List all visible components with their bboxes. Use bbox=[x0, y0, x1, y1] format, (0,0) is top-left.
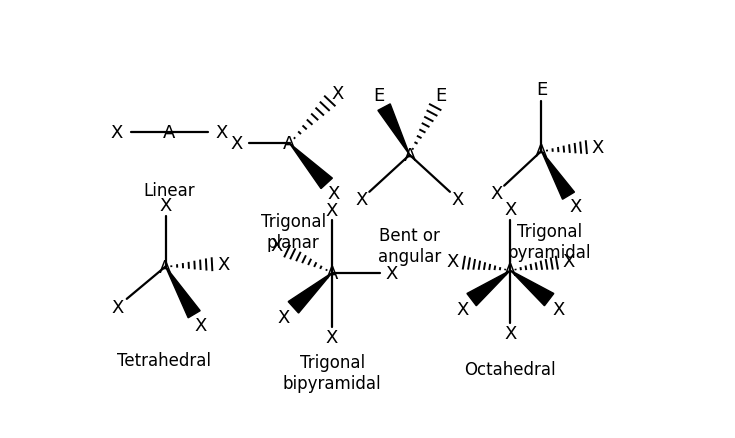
Text: X: X bbox=[328, 185, 340, 203]
Text: X: X bbox=[270, 237, 282, 254]
Text: X: X bbox=[326, 328, 338, 346]
Polygon shape bbox=[290, 144, 332, 189]
Text: X: X bbox=[504, 325, 517, 343]
Text: Trigonal
planar: Trigonal planar bbox=[261, 213, 326, 252]
Text: A: A bbox=[504, 262, 517, 280]
Text: X: X bbox=[278, 308, 290, 326]
Text: X: X bbox=[216, 124, 229, 141]
Text: X: X bbox=[218, 256, 230, 274]
Text: Linear: Linear bbox=[143, 181, 196, 199]
Text: X: X bbox=[111, 298, 123, 316]
Polygon shape bbox=[165, 267, 200, 318]
Text: X: X bbox=[326, 201, 338, 219]
Text: X: X bbox=[456, 300, 468, 318]
Text: A: A bbox=[163, 124, 176, 141]
Text: X: X bbox=[552, 300, 564, 318]
Text: X: X bbox=[490, 185, 503, 203]
Text: X: X bbox=[356, 191, 368, 208]
Text: X: X bbox=[446, 253, 459, 271]
Polygon shape bbox=[288, 273, 332, 313]
Polygon shape bbox=[467, 271, 510, 306]
Text: Bent or
angular: Bent or angular bbox=[378, 227, 441, 265]
Text: A: A bbox=[159, 258, 172, 276]
Text: X: X bbox=[562, 253, 575, 271]
Polygon shape bbox=[510, 271, 553, 306]
Text: X: X bbox=[159, 197, 172, 215]
Text: X: X bbox=[451, 191, 464, 208]
Text: X: X bbox=[231, 135, 243, 153]
Text: A: A bbox=[283, 135, 295, 153]
Text: Octahedral: Octahedral bbox=[465, 360, 556, 378]
Text: X: X bbox=[570, 198, 581, 216]
Text: A: A bbox=[326, 264, 338, 282]
Text: Trigonal
bipyramidal: Trigonal bipyramidal bbox=[283, 353, 381, 392]
Text: E: E bbox=[435, 87, 446, 105]
Text: Tetrahedral: Tetrahedral bbox=[117, 352, 211, 370]
Text: X: X bbox=[195, 316, 207, 334]
Polygon shape bbox=[542, 152, 575, 200]
Text: A: A bbox=[535, 143, 548, 161]
Text: E: E bbox=[373, 87, 384, 105]
Text: X: X bbox=[592, 139, 604, 157]
Text: X: X bbox=[110, 124, 123, 141]
Text: A: A bbox=[404, 147, 416, 165]
Text: X: X bbox=[504, 200, 517, 218]
Text: X: X bbox=[386, 264, 398, 282]
Text: E: E bbox=[536, 81, 547, 99]
Polygon shape bbox=[378, 105, 409, 155]
Text: Trigonal
pyramidal: Trigonal pyramidal bbox=[507, 223, 591, 261]
Text: X: X bbox=[331, 85, 344, 103]
